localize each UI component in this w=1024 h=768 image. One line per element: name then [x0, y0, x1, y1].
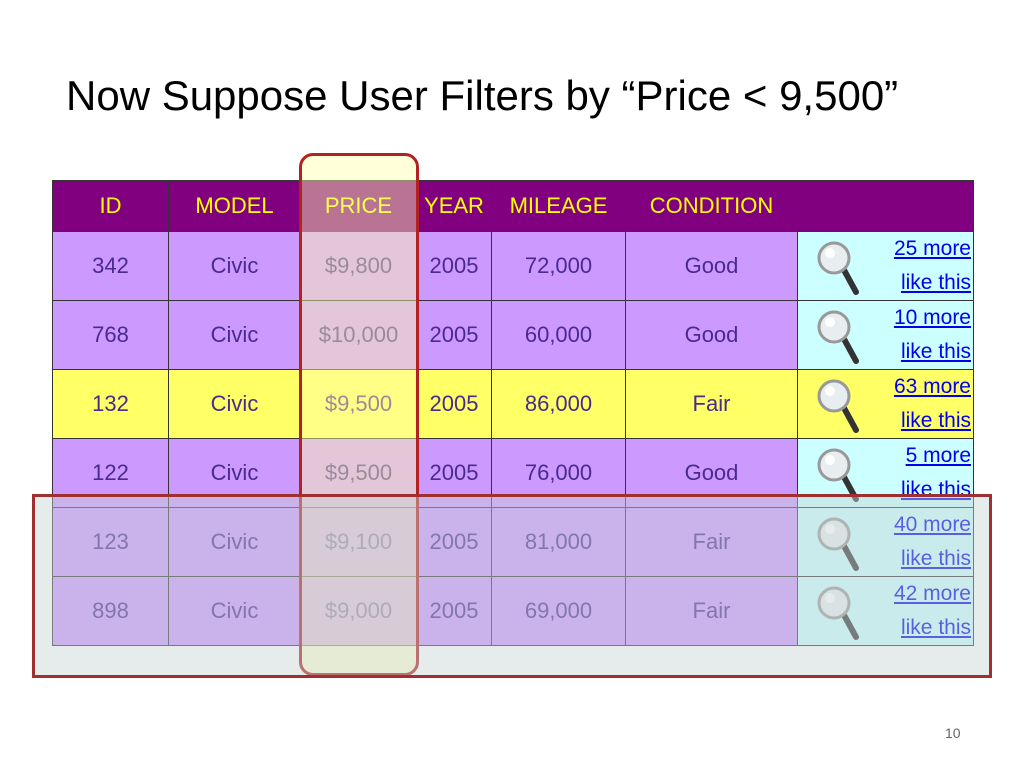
more-link[interactable]: 10 more like this	[893, 306, 971, 363]
table-row: 898 Civic $9,000 2005 69,000 Fair 42 more like…	[52, 576, 974, 646]
more-cell: 63 more like this	[797, 369, 974, 439]
header-cell: CONDITION	[625, 180, 798, 232]
more-link[interactable]: 25 more like this	[893, 237, 971, 294]
more-cell: 10 more like this	[797, 300, 974, 370]
more-link[interactable]: 63 more like this	[893, 375, 971, 432]
table-cell: 132	[52, 369, 169, 439]
header-row: ID MODEL PRICE YEAR MILEAGE CONDITION	[52, 180, 974, 232]
price-highlight	[299, 153, 419, 676]
magnifier-icon	[817, 586, 859, 640]
magnifier-icon	[817, 379, 859, 433]
table-cell: 60,000	[491, 300, 626, 370]
magnifier-icon	[817, 241, 859, 295]
table-cell: Civic	[168, 231, 301, 301]
table-cell: Fair	[625, 576, 798, 646]
table-cell: $9,500	[300, 369, 417, 439]
header-cell: YEAR	[416, 180, 492, 232]
table-cell: $9,800	[300, 231, 417, 301]
table-cell: 342	[52, 231, 169, 301]
more-cell: 40 more like this	[797, 507, 974, 577]
table-cell: Good	[625, 300, 798, 370]
magnifier-icon	[817, 310, 859, 364]
table-row: 123 Civic $9,100 2005 81,000 Fair 40 more like…	[52, 507, 974, 577]
more-link[interactable]: 42 more like this	[893, 582, 971, 639]
table-row: 342 Civic $9,800 2005 72,000 Good 25 more like…	[52, 231, 974, 301]
table-cell: 81,000	[491, 507, 626, 577]
table-cell: 72,000	[491, 231, 626, 301]
page-number: 10	[945, 725, 961, 741]
table-cell: 2005	[416, 576, 492, 646]
header-cell: ID	[52, 180, 169, 232]
table-cell: Good	[625, 231, 798, 301]
more-cell: 42 more like this	[797, 576, 974, 646]
table-cell: 2005	[416, 507, 492, 577]
table-cell: 898	[52, 576, 169, 646]
magnifier-icon	[817, 517, 859, 571]
table-cell: 2005	[416, 369, 492, 439]
table-cell: Civic	[168, 576, 301, 646]
header-cell: MILEAGE	[491, 180, 626, 232]
table-cell: Civic	[168, 369, 301, 439]
table-cell: 123	[52, 507, 169, 577]
data-table: ID MODEL PRICE YEAR MILEAGE CONDITION 342 Civi…	[52, 180, 974, 646]
header-cell	[797, 180, 974, 232]
table-row: 132 Civic $9,500 2005 86,000 Fair 63 more like…	[52, 369, 974, 439]
table-cell: Fair	[625, 369, 798, 439]
slide-title: Now Suppose User Filters by “Price < 9,5…	[66, 72, 899, 119]
filter-highlight	[32, 494, 992, 678]
table-cell: 768	[52, 300, 169, 370]
more-link[interactable]: 40 more like this	[893, 513, 971, 570]
more-cell: 25 more like this	[797, 231, 974, 301]
table-row: 768 Civic $10,000 2005 60,000 Good 10 more lik…	[52, 300, 974, 370]
table-body: 342 Civic $9,800 2005 72,000 Good 25 more like…	[52, 231, 974, 646]
table-cell: Civic	[168, 300, 301, 370]
table-cell: 69,000	[491, 576, 626, 646]
table-cell: $9,000	[300, 576, 417, 646]
table-cell: 86,000	[491, 369, 626, 439]
header-cell: MODEL	[168, 180, 301, 232]
table-cell: $9,100	[300, 507, 417, 577]
table-cell: 2005	[416, 231, 492, 301]
table-cell: 2005	[416, 300, 492, 370]
